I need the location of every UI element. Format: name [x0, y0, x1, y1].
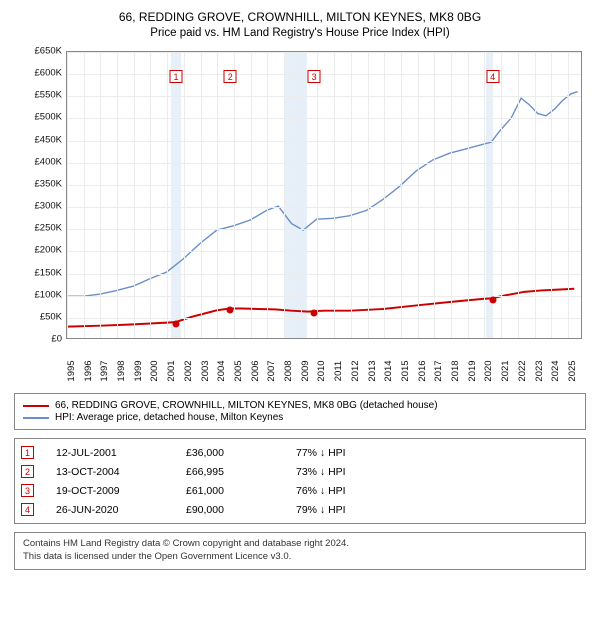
page-root: 66, REDDING GROVE, CROWNHILL, MILTON KEY… — [0, 0, 600, 580]
x-axis-label: 1998 — [116, 360, 127, 381]
sales-date: 19-OCT-2009 — [56, 485, 176, 497]
footnote-line1: Contains HM Land Registry data © Crown c… — [23, 538, 577, 551]
sales-hpi-comparison: 77% ↓ HPI — [296, 447, 426, 459]
sales-marker: 2 — [21, 465, 34, 478]
sales-date: 12-JUL-2001 — [56, 447, 176, 459]
x-axis-label: 2000 — [149, 360, 160, 381]
chart-marker: 3 — [308, 70, 321, 83]
sales-hpi-comparison: 79% ↓ HPI — [296, 504, 426, 516]
x-axis-label: 2021 — [500, 360, 511, 381]
sales-price: £61,000 — [186, 485, 286, 497]
legend: 66, REDDING GROVE, CROWNHILL, MILTON KEY… — [14, 393, 586, 430]
sale-dot — [311, 309, 318, 316]
x-axis-label: 2020 — [483, 360, 494, 381]
y-axis-label: £500K — [35, 112, 62, 123]
x-axis-label: 2018 — [450, 360, 461, 381]
x-axis-label: 2003 — [200, 360, 211, 381]
x-axis-label: 2006 — [250, 360, 261, 381]
sale-dot — [227, 307, 234, 314]
x-axis-label: 1999 — [133, 360, 144, 381]
x-axis-label: 2024 — [550, 360, 561, 381]
x-axis-label: 2007 — [266, 360, 277, 381]
y-axis-label: £650K — [35, 46, 62, 57]
y-axis-label: £200K — [35, 245, 62, 256]
y-axis-label: £350K — [35, 178, 62, 189]
x-axis-label: 1996 — [83, 360, 94, 381]
sales-marker: 3 — [21, 484, 34, 497]
y-axis-label: £600K — [35, 68, 62, 79]
legend-swatch — [23, 405, 49, 407]
title-subtitle: Price paid vs. HM Land Registry's House … — [14, 27, 586, 39]
x-axis-label: 2008 — [283, 360, 294, 381]
x-axis-label: 2017 — [433, 360, 444, 381]
sales-row: 1 12-JUL-2001 £36,000 77% ↓ HPI — [21, 443, 579, 462]
x-axis-label: 2013 — [367, 360, 378, 381]
y-axis-label: £250K — [35, 223, 62, 234]
sales-date: 13-OCT-2004 — [56, 466, 176, 478]
x-axis-label: 2009 — [300, 360, 311, 381]
x-axis-label: 1995 — [66, 360, 77, 381]
title-address: 66, REDDING GROVE, CROWNHILL, MILTON KEY… — [14, 10, 586, 24]
x-axis-label: 1997 — [99, 360, 110, 381]
y-axis-label: £400K — [35, 156, 62, 167]
x-axis-label: 2012 — [350, 360, 361, 381]
y-axis-label: £450K — [35, 134, 62, 145]
legend-row: HPI: Average price, detached house, Milt… — [23, 412, 577, 423]
sales-row: 4 26-JUN-2020 £90,000 79% ↓ HPI — [21, 500, 579, 519]
x-axis-label: 2004 — [216, 360, 227, 381]
chart-marker: 1 — [170, 70, 183, 83]
sales-row: 3 19-OCT-2009 £61,000 76% ↓ HPI — [21, 481, 579, 500]
series-property — [67, 289, 574, 327]
sales-marker: 4 — [21, 503, 34, 516]
y-axis-label: £50K — [40, 311, 62, 322]
y-axis-label: £150K — [35, 267, 62, 278]
chart-marker: 4 — [486, 70, 499, 83]
sales-hpi-comparison: 76% ↓ HPI — [296, 485, 426, 497]
x-axis-label: 2015 — [400, 360, 411, 381]
plot-area: 1 2 3 4 — [66, 51, 582, 339]
x-axis-label: 2002 — [183, 360, 194, 381]
legend-swatch — [23, 417, 49, 419]
y-axis-label: £550K — [35, 90, 62, 101]
x-axis-label: 2022 — [517, 360, 528, 381]
x-axis-label: 2005 — [233, 360, 244, 381]
sales-marker: 1 — [21, 446, 34, 459]
chart-marker: 2 — [224, 70, 237, 83]
x-axis-label: 2001 — [166, 360, 177, 381]
chart: 1 2 3 4 £0 £50K £100K £150K £200K £250K £300K £350… — [14, 45, 586, 385]
footnote-line2: This data is licensed under the Open Gov… — [23, 551, 577, 564]
x-axis-label: 2016 — [417, 360, 428, 381]
footnote: Contains HM Land Registry data © Crown c… — [14, 532, 586, 570]
sale-dot — [173, 321, 180, 328]
legend-label: 66, REDDING GROVE, CROWNHILL, MILTON KEY… — [55, 400, 438, 411]
sales-row: 2 13-OCT-2004 £66,995 73% ↓ HPI — [21, 462, 579, 481]
x-axis-label: 2014 — [383, 360, 394, 381]
x-axis-label: 2023 — [534, 360, 545, 381]
x-axis-label: 2011 — [333, 361, 344, 381]
x-axis-label: 2010 — [316, 360, 327, 381]
sales-table: 1 12-JUL-2001 £36,000 77% ↓ HPI 2 13-OCT-2004… — [14, 438, 586, 524]
legend-label: HPI: Average price, detached house, Milt… — [55, 412, 283, 423]
sale-dot — [489, 297, 496, 304]
y-axis-label: £300K — [35, 201, 62, 212]
y-axis-label: £100K — [35, 289, 62, 300]
sales-price: £36,000 — [186, 447, 286, 459]
legend-row: 66, REDDING GROVE, CROWNHILL, MILTON KEY… — [23, 400, 577, 411]
x-axis-label: 2025 — [567, 360, 578, 381]
sales-price: £90,000 — [186, 504, 286, 516]
sales-hpi-comparison: 73% ↓ HPI — [296, 466, 426, 478]
title-block: 66, REDDING GROVE, CROWNHILL, MILTON KEY… — [14, 10, 586, 39]
sales-price: £66,995 — [186, 466, 286, 478]
sales-date: 26-JUN-2020 — [56, 504, 176, 516]
x-axis-label: 2019 — [467, 360, 478, 381]
y-axis-label: £0 — [51, 334, 62, 345]
